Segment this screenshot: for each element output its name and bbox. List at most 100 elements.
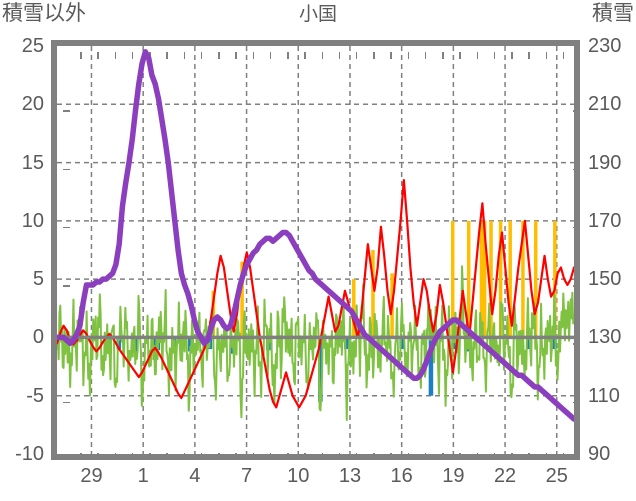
y-axis-minor-tick — [573, 226, 580, 229]
x-axis-minor-tick — [407, 453, 410, 460]
x-axis-minor-tick — [235, 453, 237, 460]
x-axis-minor-tick — [442, 52, 444, 59]
x-axis-minor-tick — [407, 52, 410, 59]
y-axis-right-tick: 90 — [588, 443, 611, 465]
x-axis-minor-tick — [321, 453, 323, 460]
x-axis-minor-tick — [114, 453, 117, 460]
y-axis-minor-tick — [573, 401, 580, 404]
x-axis-minor-tick — [218, 453, 220, 460]
y-axis-right-tick: 190 — [588, 151, 622, 174]
y-axis-minor-tick — [573, 110, 580, 112]
plot-area — [51, 40, 580, 460]
x-axis-minor-tick — [562, 453, 565, 460]
x-axis-tick: 1 — [137, 465, 149, 487]
y-axis-left-tick: 15 — [21, 151, 44, 174]
chart-canvas — [57, 46, 574, 454]
x-axis-tick: 29 — [80, 465, 103, 487]
x-axis-tick: 25 — [545, 465, 568, 487]
x-axis-minor-tick — [97, 453, 99, 460]
x-axis-minor-tick — [131, 453, 134, 460]
x-axis-minor-tick — [493, 453, 496, 460]
x-axis-minor-tick — [390, 52, 392, 59]
y-axis-right-tick: 150 — [588, 268, 622, 291]
y-axis-left-tick: 0 — [32, 326, 44, 349]
y-axis-left-tick: 10 — [21, 209, 44, 232]
x-axis-tick: 4 — [189, 465, 201, 487]
x-axis-minor-tick — [338, 52, 341, 59]
x-axis-minor-tick — [114, 52, 117, 59]
x-axis-minor-tick — [218, 52, 220, 59]
y-axis-right-tick: 110 — [588, 384, 620, 407]
x-axis-minor-tick — [235, 52, 237, 59]
y-axis-minor-tick — [63, 401, 70, 404]
right-axis-title: 積雪 — [592, 2, 634, 25]
y-axis-left-tick: -5 — [26, 384, 44, 407]
x-axis-minor-tick — [304, 453, 306, 460]
x-axis-tick: 10 — [287, 465, 310, 487]
x-axis-minor-tick — [269, 52, 272, 59]
x-axis-minor-tick — [355, 453, 358, 460]
y-axis-minor-tick — [573, 285, 580, 287]
x-axis-minor-tick — [131, 52, 134, 59]
x-axis-minor-tick — [269, 453, 272, 460]
x-axis-minor-tick — [528, 453, 530, 460]
y-axis-right-tick: 170 — [588, 209, 622, 232]
x-axis-minor-tick — [252, 52, 255, 59]
x-axis-minor-tick — [166, 52, 168, 59]
x-axis-tick: 22 — [493, 465, 517, 487]
y-axis-minor-tick — [573, 343, 580, 345]
y-axis-left-tick: 5 — [32, 268, 44, 291]
y-axis-minor-tick — [63, 168, 70, 171]
x-axis-minor-tick — [476, 52, 479, 59]
x-axis-minor-tick — [252, 453, 255, 460]
x-axis-tick: 7 — [241, 465, 253, 487]
y-axis-minor-tick — [63, 285, 70, 287]
y-axis-left-tick: -10 — [15, 443, 44, 465]
x-axis-minor-tick — [80, 453, 82, 460]
x-axis-tick: 13 — [338, 465, 362, 487]
y-axis-left-tick: 20 — [21, 93, 44, 116]
x-axis-minor-tick — [562, 52, 565, 59]
y-axis-minor-tick — [573, 168, 580, 171]
x-axis-minor-tick — [97, 52, 99, 59]
plot-inner — [57, 46, 574, 454]
x-axis-minor-tick — [200, 52, 203, 59]
x-axis-minor-tick — [321, 52, 323, 59]
x-axis-minor-tick — [545, 453, 548, 460]
chart-title: 小国 — [298, 4, 337, 25]
y-axis-minor-tick — [63, 110, 70, 112]
x-axis-minor-tick — [183, 453, 186, 460]
x-axis-minor-tick — [511, 52, 513, 59]
x-axis-minor-tick — [459, 453, 461, 460]
x-axis-minor-tick — [80, 52, 82, 59]
x-axis-minor-tick — [200, 453, 203, 460]
x-axis-tick: 16 — [390, 465, 413, 487]
x-axis-minor-tick — [373, 52, 375, 59]
x-axis-minor-tick — [338, 453, 341, 460]
x-axis-minor-tick — [390, 453, 392, 460]
y-axis-right-tick: 230 — [588, 35, 622, 57]
x-axis-minor-tick — [287, 453, 289, 460]
x-axis-minor-tick — [545, 52, 548, 59]
x-axis-tick: 19 — [442, 465, 465, 487]
y-axis-right-tick: 210 — [588, 93, 622, 116]
y-axis-minor-tick — [63, 226, 70, 229]
x-axis-minor-tick — [287, 52, 289, 59]
x-axis-minor-tick — [355, 52, 358, 59]
x-axis-minor-tick — [511, 453, 513, 460]
x-axis-minor-tick — [442, 453, 444, 460]
x-axis-minor-tick — [493, 52, 496, 59]
x-axis-minor-tick — [528, 52, 530, 59]
left-axis-title: 積雪以外 — [2, 2, 86, 25]
x-axis-minor-tick — [149, 453, 151, 460]
x-axis-minor-tick — [304, 52, 306, 59]
y-axis-right-tick: 130 — [588, 326, 622, 349]
x-axis-minor-tick — [476, 453, 479, 460]
y-axis-left-tick: 25 — [21, 35, 44, 57]
x-axis-minor-tick — [373, 453, 375, 460]
x-axis-minor-tick — [424, 453, 427, 460]
x-axis-minor-tick — [183, 52, 186, 59]
x-axis-minor-tick — [424, 52, 427, 59]
x-axis-minor-tick — [459, 52, 461, 59]
